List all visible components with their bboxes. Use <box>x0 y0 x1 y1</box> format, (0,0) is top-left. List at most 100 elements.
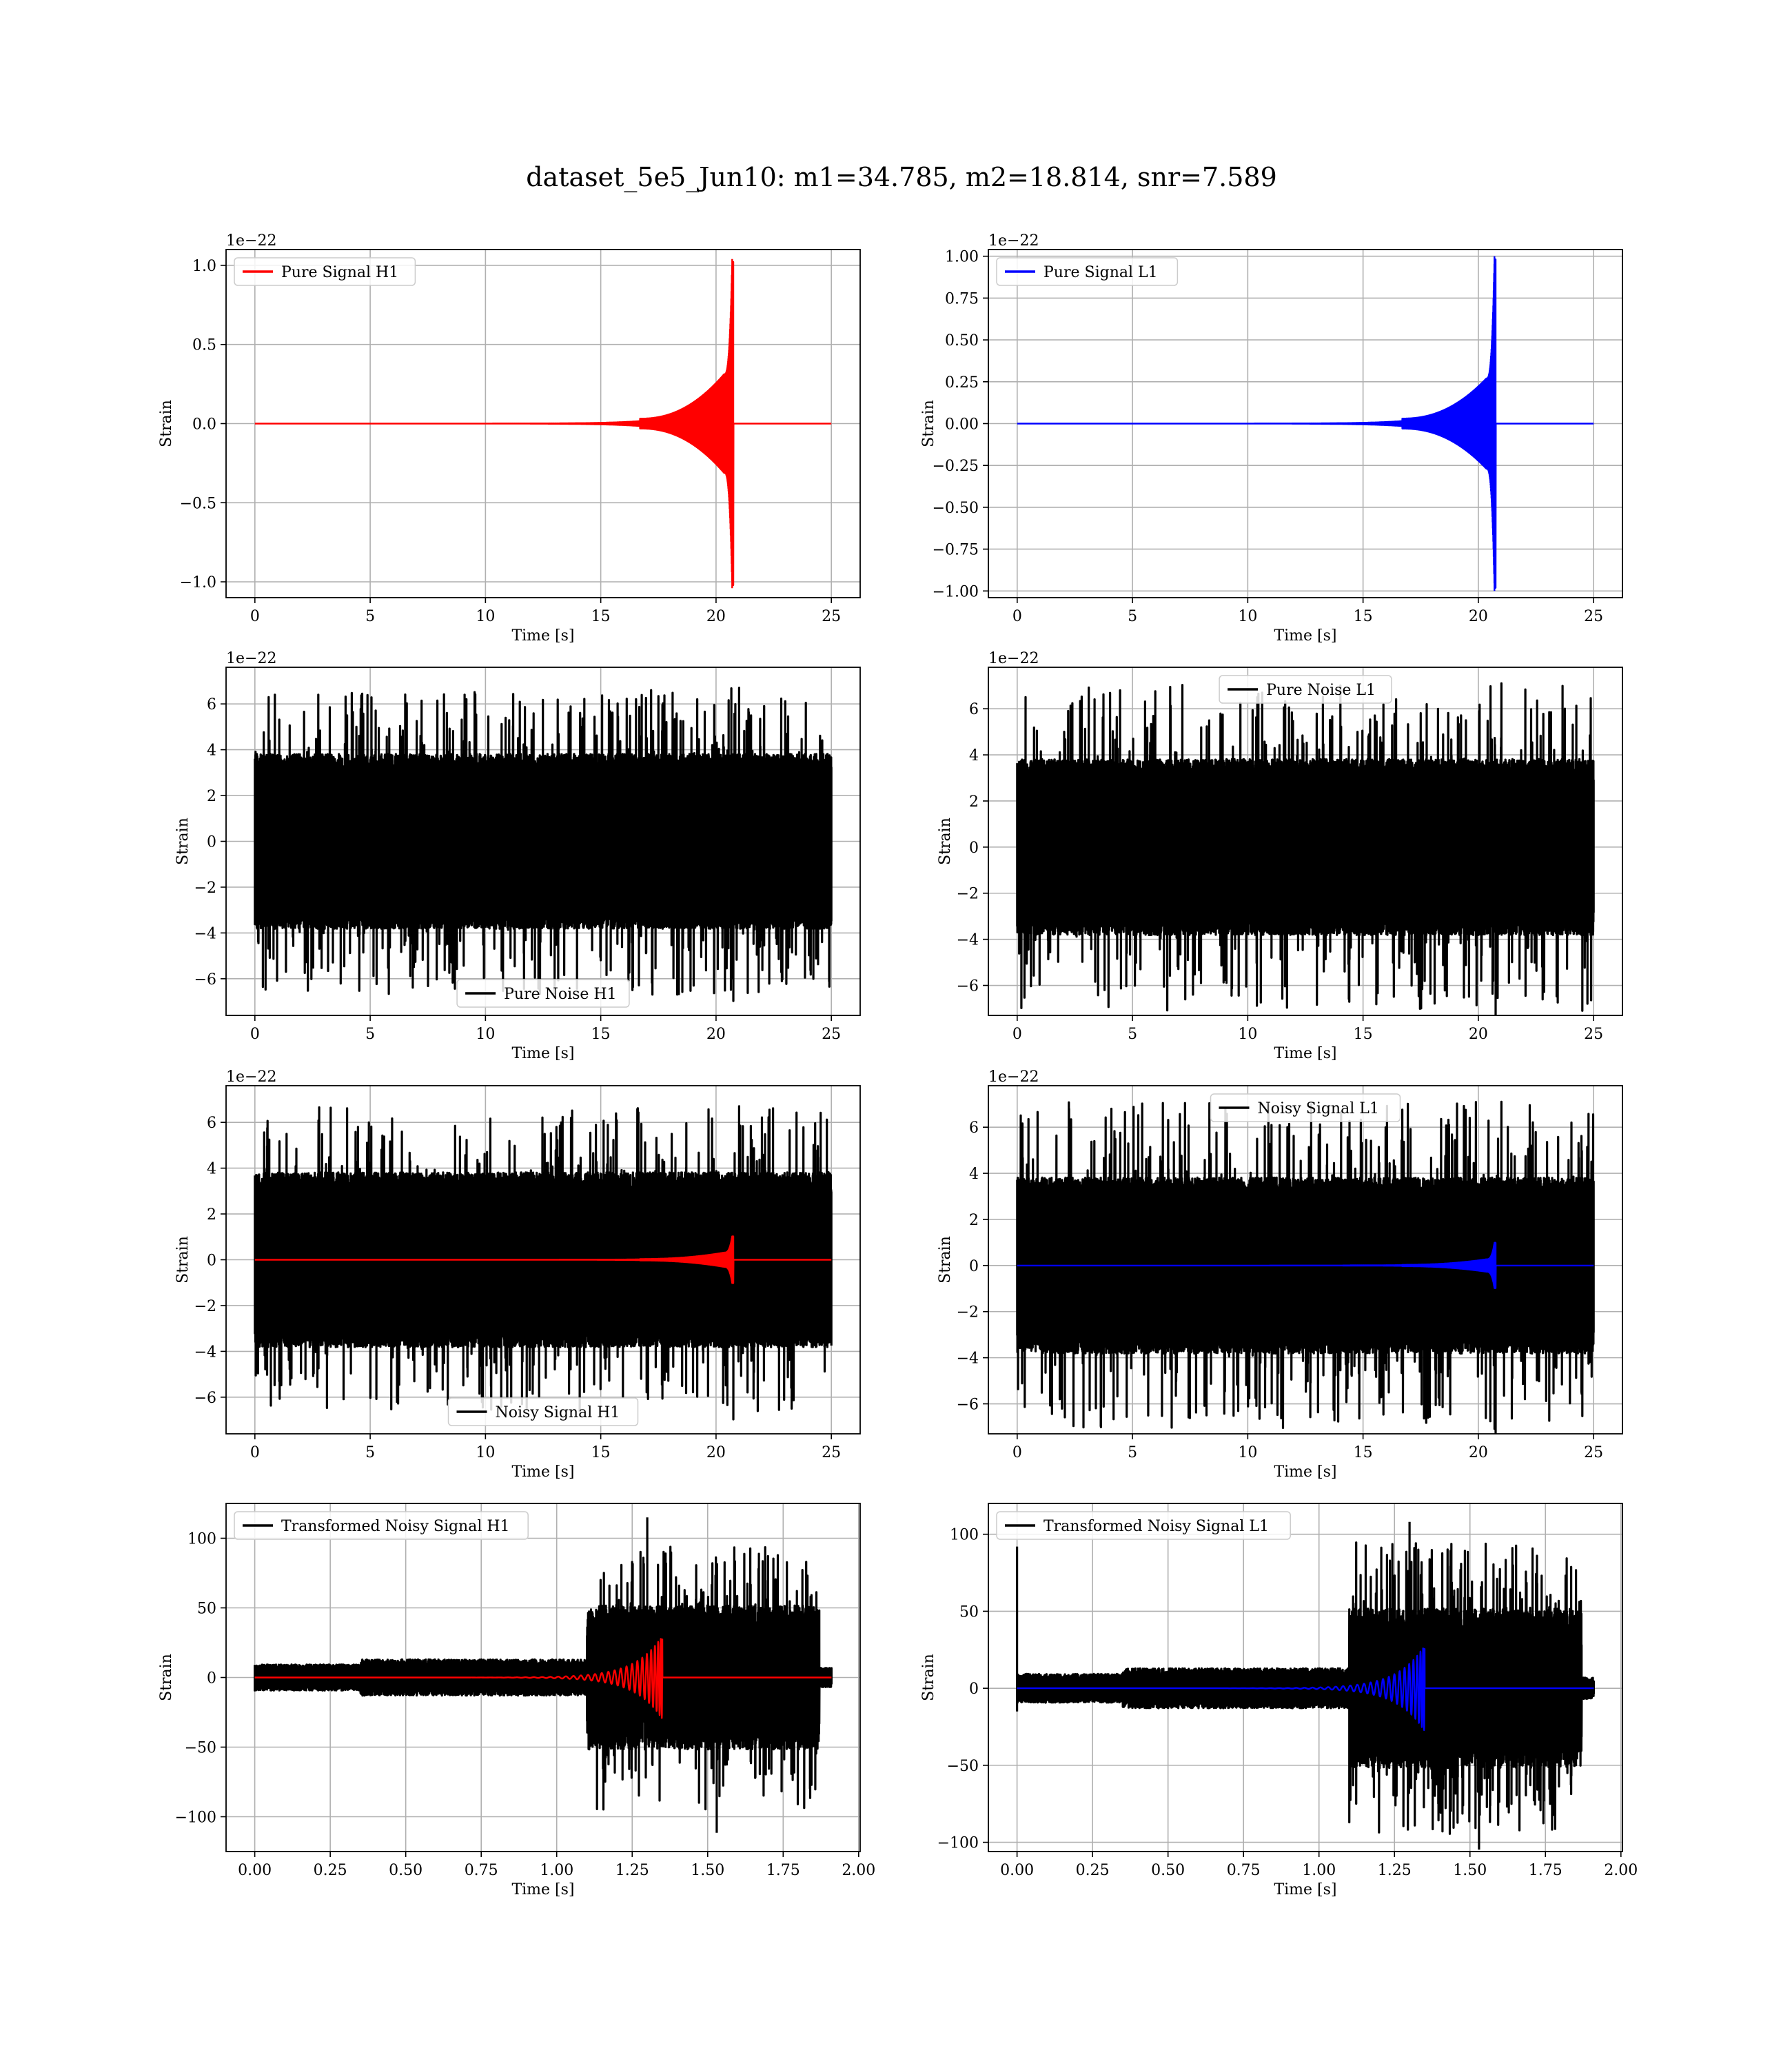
tick-group: 0 5 10 15 20 25 −6 −4 −2 0 2 4 6 <box>957 1119 1604 1461</box>
x-tick-label: 15 <box>591 1444 611 1461</box>
legend-label: Pure Signal L1 <box>1043 264 1158 281</box>
y-tick-label: −100 <box>175 1810 216 1827</box>
y-tick-label: 50 <box>959 1603 979 1621</box>
x-tick-label: 5 <box>365 1026 375 1043</box>
y-tick-label: 6 <box>207 1115 216 1132</box>
y-tick-label: −4 <box>194 1344 216 1361</box>
x-tick-label: 0 <box>1012 1444 1022 1461</box>
legend: Noisy Signal H1 <box>447 1397 639 1426</box>
legend-label: Pure Signal H1 <box>281 264 398 281</box>
series-layer <box>1016 256 1595 591</box>
y-tick-label: −6 <box>957 978 979 995</box>
y-offset-label: 1e−22 <box>226 232 276 250</box>
y-tick-label: −0.50 <box>933 500 979 517</box>
legend-box <box>1219 675 1392 704</box>
x-tick-label: 15 <box>1354 1444 1373 1461</box>
x-tick-label: 10 <box>1238 1026 1257 1043</box>
x-tick-label: 0.75 <box>1227 1862 1261 1879</box>
x-tick-label: 0.50 <box>1151 1862 1185 1879</box>
legend-box <box>447 1397 639 1426</box>
x-tick-label: 0 <box>1012 608 1022 625</box>
x-tick-label: 25 <box>1584 1444 1603 1461</box>
y-offset-label: 1e−22 <box>226 1068 276 1086</box>
y-axis-label: Strain <box>920 1654 937 1701</box>
x-tick-label: 5 <box>1128 1026 1137 1043</box>
legend: Pure Signal L1 <box>996 257 1179 286</box>
y-tick-label: 6 <box>207 696 216 713</box>
x-tick-label: 0 <box>250 1026 260 1043</box>
x-axis-label: Time [s] <box>1274 1463 1336 1481</box>
legend-box <box>234 257 416 286</box>
x-tick-label: 25 <box>822 608 841 625</box>
tick-group: 0.00 0.25 0.50 0.75 1.00 1.25 1.50 1.75 2.00 −100… <box>175 1531 876 1880</box>
legend: Transformed Noisy Signal H1 <box>234 1511 529 1540</box>
tick-group: 0 5 10 15 20 25 −6 −4 −2 0 2 4 6 <box>957 701 1604 1043</box>
overlay-signal-line <box>254 1638 833 1719</box>
y-tick-label: 0.0 <box>192 416 216 434</box>
x-tick-label: 10 <box>1238 608 1257 625</box>
series-layer <box>1016 682 1595 1015</box>
legend: Pure Noise H1 <box>456 979 630 1008</box>
x-tick-label: 1.75 <box>766 1862 800 1879</box>
y-tick-label: −6 <box>957 1397 979 1414</box>
y-tick-label: 0 <box>207 1670 216 1687</box>
x-tick-label: 20 <box>706 1444 726 1461</box>
pure-noise-h1-line <box>254 687 833 1002</box>
legend-box <box>234 1511 529 1540</box>
x-tick-label: 2.00 <box>842 1862 875 1879</box>
x-tick-label: 20 <box>706 1026 726 1043</box>
subplot-pure-signal-h1: 0 5 10 15 20 25 −1.0 −0.5 0.0 0.5 1.0 Time [s] Strai… <box>158 232 861 645</box>
legend: Transformed Noisy Signal L1 <box>996 1511 1291 1540</box>
subplot-transformed-noisy-signal-l1: 0.00 0.25 0.50 0.75 1.00 1.25 1.50 1.75 2.00 −100… <box>920 1503 1638 1898</box>
legend: Pure Noise L1 <box>1219 675 1392 704</box>
legend-label: Pure Noise L1 <box>1266 682 1376 699</box>
x-tick-label: 0 <box>1012 1026 1022 1043</box>
noisy-signal-l1-line <box>1016 1100 1595 1434</box>
y-tick-label: 0 <box>969 840 979 857</box>
y-axis-label: Strain <box>174 818 192 865</box>
x-tick-label: 1.50 <box>1453 1862 1487 1879</box>
y-axis-label: Strain <box>158 1654 175 1701</box>
x-tick-label: 15 <box>1354 1026 1373 1043</box>
x-tick-label: 1.00 <box>1302 1862 1336 1879</box>
y-tick-label: 2 <box>969 793 979 811</box>
y-tick-label: 0 <box>207 834 216 851</box>
y-tick-label: −50 <box>947 1758 979 1775</box>
y-tick-label: −0.25 <box>933 458 979 475</box>
y-tick-label: −4 <box>957 932 979 949</box>
x-tick-label: 10 <box>476 608 495 625</box>
legend-box <box>456 979 630 1008</box>
tick-group: 0 5 10 15 20 25 −6 −4 −2 0 2 4 6 <box>194 1115 842 1461</box>
y-tick-label: −4 <box>194 925 216 942</box>
y-tick-label: 0 <box>969 1681 979 1698</box>
x-tick-label: 1.50 <box>691 1862 724 1879</box>
transformed-noisy-signal-l1-line <box>1016 1521 1595 1850</box>
x-tick-label: 2.00 <box>1604 1862 1638 1879</box>
overlay-signal-line <box>1016 1241 1595 1289</box>
series-layer <box>1016 1521 1595 1850</box>
series-layer <box>1016 1100 1595 1434</box>
x-tick-label: 20 <box>1469 1026 1488 1043</box>
x-axis-label: Time [s] <box>1274 1045 1336 1062</box>
y-tick-label: 0.00 <box>945 416 979 434</box>
y-tick-label: 1.0 <box>192 258 216 275</box>
y-tick-label: 100 <box>187 1531 216 1548</box>
tick-group: 0 5 10 15 20 25 −1.0 −0.5 0.0 0.5 1.0 <box>180 258 842 625</box>
tick-group: 0.00 0.25 0.50 0.75 1.00 1.25 1.50 1.75 2.00 −100… <box>937 1527 1638 1879</box>
axes-frame <box>988 1503 1623 1852</box>
y-offset-label: 1e−22 <box>226 650 276 667</box>
y-tick-label: 0.25 <box>945 374 979 392</box>
y-tick-label: −6 <box>194 1390 216 1407</box>
y-tick-label: 2 <box>207 788 216 805</box>
x-tick-label: 0.25 <box>1076 1862 1110 1879</box>
x-tick-label: 1.25 <box>615 1862 649 1879</box>
y-tick-label: 2 <box>969 1212 979 1229</box>
y-tick-label: −100 <box>937 1835 979 1852</box>
y-tick-label: 0.75 <box>945 290 979 307</box>
x-axis-label: Time [s] <box>511 1881 574 1898</box>
y-tick-label: 6 <box>969 1119 979 1137</box>
x-tick-label: 15 <box>591 1026 611 1043</box>
x-tick-label: 25 <box>822 1026 841 1043</box>
y-axis-label: Strain <box>920 400 937 447</box>
